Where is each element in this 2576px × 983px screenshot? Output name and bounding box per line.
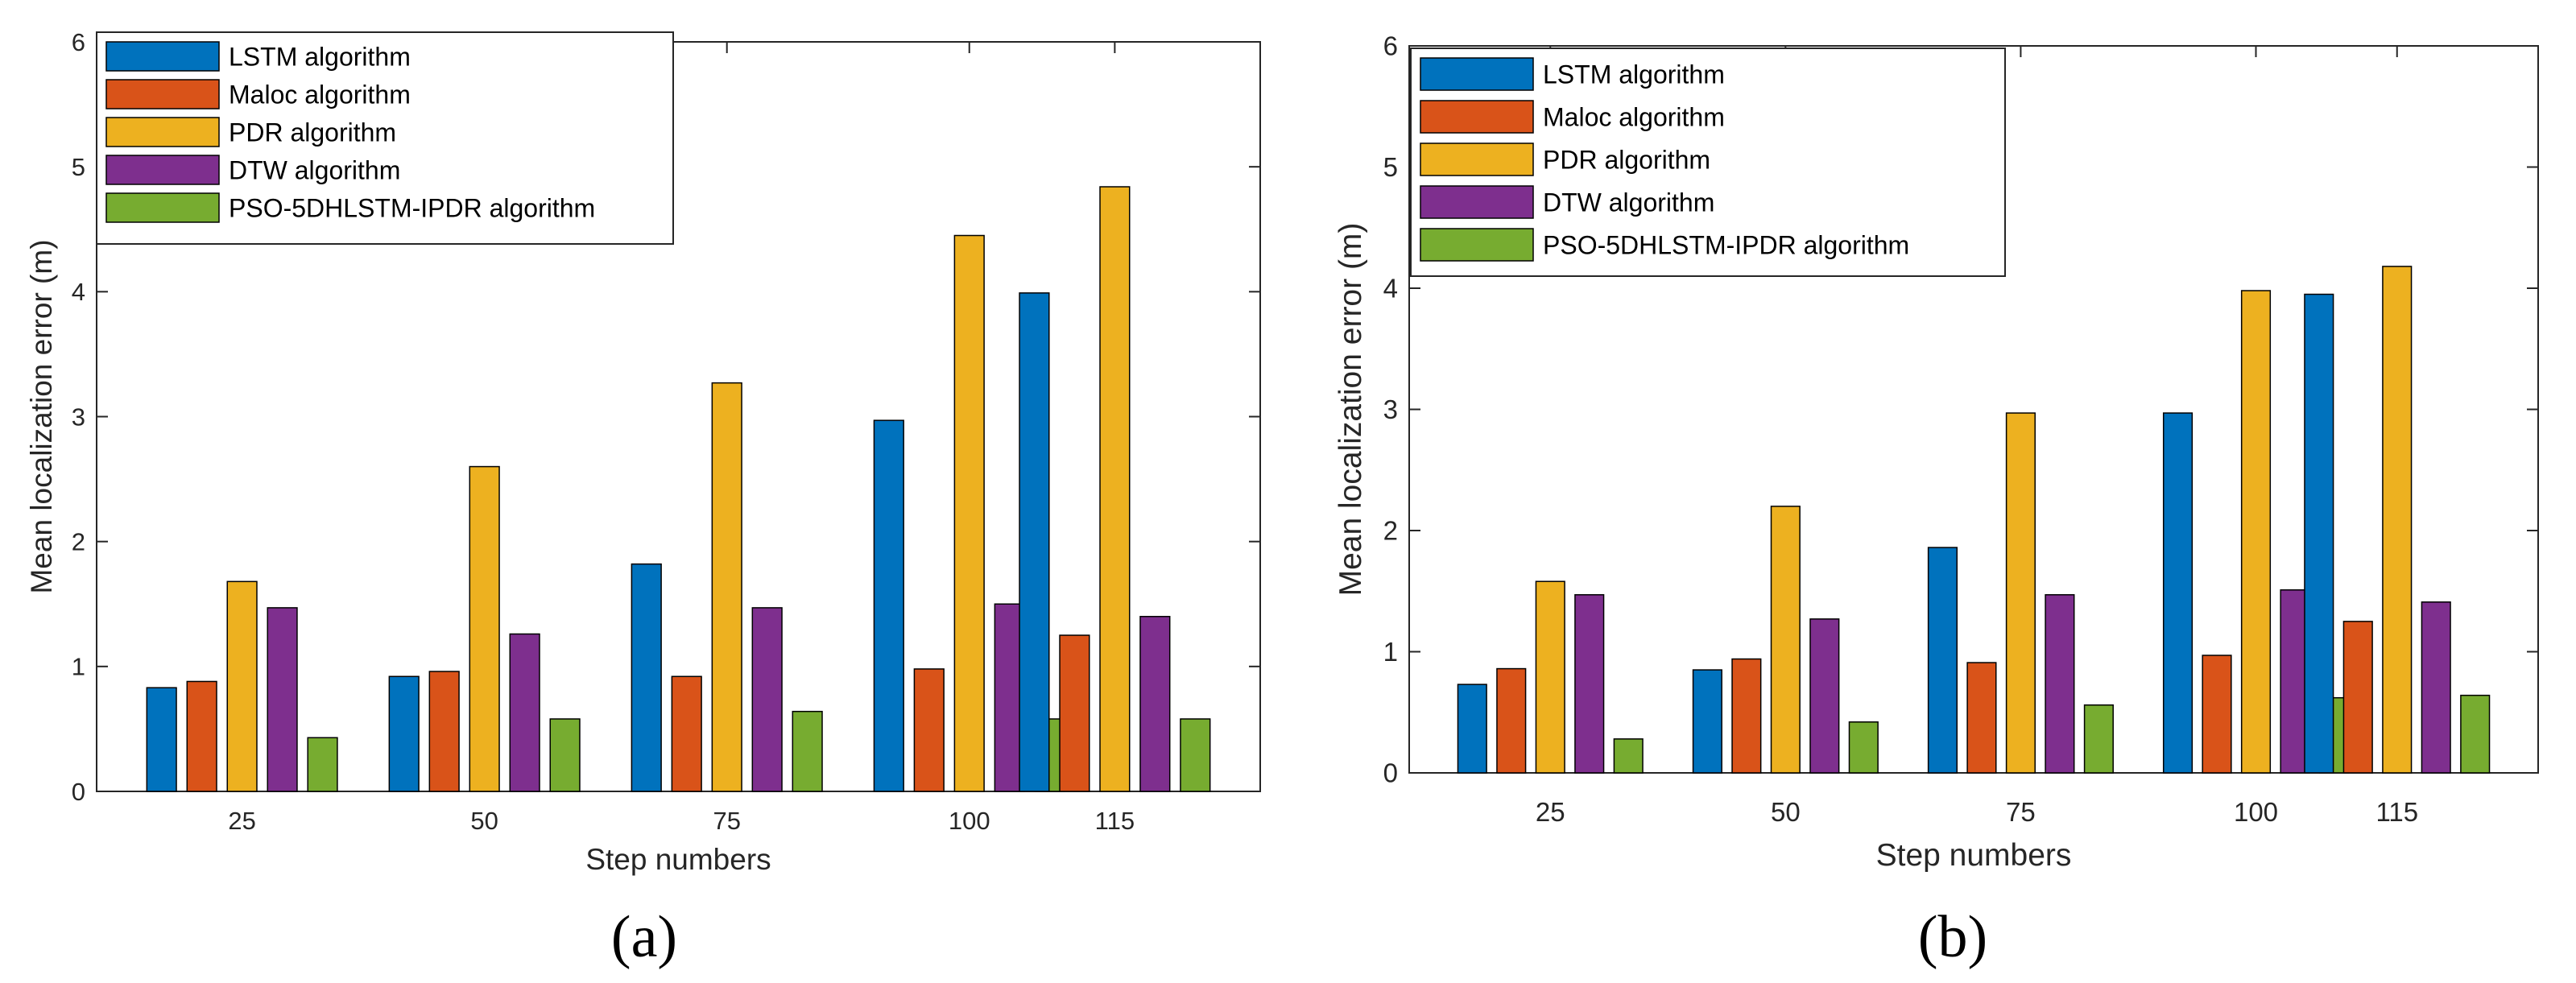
legend-swatch xyxy=(1420,228,1534,262)
y-axis-title: Mean localization error (m) xyxy=(1333,223,1368,597)
bar-lstm-50 xyxy=(1692,669,1722,774)
bar-pso-5dhlstm-ipdr-115 xyxy=(2460,694,2491,774)
bar-pdr-115 xyxy=(2382,266,2413,774)
bar-pso-5dhlstm-ipdr-50 xyxy=(549,718,581,792)
bar-maloc-115 xyxy=(2342,621,2373,774)
y-tick-label: 4 xyxy=(72,278,85,306)
x-tick-label: 50 xyxy=(470,807,498,835)
y-tick-label: 2 xyxy=(72,528,85,556)
chart-panel-a: 0 1 2 3 4 5 6 25 50 75 100 115 Step numbers Mean loca… xyxy=(25,28,1261,970)
y-tick-label: 1 xyxy=(72,653,85,681)
bar-lstm-75 xyxy=(631,563,662,792)
bar-maloc-50 xyxy=(1731,658,1762,774)
bar-dtw-25 xyxy=(267,607,298,792)
legend-swatch xyxy=(1420,57,1534,91)
legend-label: LSTM algorithm xyxy=(229,43,411,72)
y-tick-label: 0 xyxy=(1383,758,1398,788)
bar-lstm-115 xyxy=(2304,293,2334,774)
y-tick-label: 1 xyxy=(1383,637,1398,667)
y-tick-label: 6 xyxy=(72,28,85,56)
bar-pdr-50 xyxy=(1770,506,1801,774)
bar-lstm-25 xyxy=(1457,684,1487,774)
legend-label: Maloc algorithm xyxy=(229,81,411,109)
legend-swatch xyxy=(1420,100,1534,134)
x-tick-label: 75 xyxy=(713,807,740,835)
bar-maloc-50 xyxy=(428,671,460,792)
panel-label: (a) xyxy=(611,904,677,970)
bar-dtw-50 xyxy=(1809,618,1840,774)
bar-pdr-50 xyxy=(469,465,500,792)
bar-dtw-75 xyxy=(751,607,783,792)
legend-label: PSO-5DHLSTM-IPDR algorithm xyxy=(229,194,595,223)
y-tick-label: 2 xyxy=(1383,516,1398,546)
bar-pdr-75 xyxy=(2005,412,2036,774)
bar-pso-5dhlstm-ipdr-75 xyxy=(2083,704,2114,774)
bar-pso-5dhlstm-ipdr-25 xyxy=(1613,738,1644,774)
y-tick-label: 6 xyxy=(1383,31,1398,61)
y-tick-label: 4 xyxy=(1383,274,1398,304)
bar-lstm-100 xyxy=(873,419,904,792)
x-tick-label: 25 xyxy=(1536,797,1565,827)
legend-swatch xyxy=(105,41,220,72)
y-tick-label: 5 xyxy=(72,153,85,181)
bar-maloc-75 xyxy=(671,675,702,792)
bar-pdr-75 xyxy=(711,382,742,792)
bar-maloc-25 xyxy=(186,680,217,792)
y-axis-title: Mean localization error (m) xyxy=(25,239,58,593)
y-tick-label: 3 xyxy=(1383,394,1398,424)
bar-pdr-115 xyxy=(1099,186,1131,792)
bar-maloc-100 xyxy=(2202,655,2232,774)
bar-lstm-25 xyxy=(146,687,177,792)
legend-label: DTW algorithm xyxy=(1543,188,1714,217)
legend-label: LSTM algorithm xyxy=(1543,60,1725,89)
legend-swatch xyxy=(105,79,220,109)
legend-swatch xyxy=(105,192,220,223)
bar-dtw-25 xyxy=(1574,594,1605,774)
legend-label: PSO-5DHLSTM-IPDR algorithm xyxy=(1543,231,1909,260)
legend-swatch xyxy=(105,117,220,147)
chart-panel-b: 0 1 2 3 4 5 6 25 50 75 100 115 Step numbers Mean loca… xyxy=(1333,31,2539,970)
y-tick-label: 5 xyxy=(1383,152,1398,182)
legend-label: Maloc algorithm xyxy=(1543,103,1725,132)
x-tick-label: 75 xyxy=(2006,797,2036,827)
x-axis-title: Step numbers xyxy=(585,843,771,876)
bar-dtw-115 xyxy=(2421,601,2451,774)
bar-maloc-25 xyxy=(1496,667,1527,774)
bar-pdr-25 xyxy=(226,580,258,792)
bar-pdr-100 xyxy=(2240,290,2272,774)
legend-label: PDR algorithm xyxy=(229,118,396,147)
bar-maloc-75 xyxy=(1966,662,1997,774)
x-tick-label: 100 xyxy=(949,807,990,835)
bar-maloc-100 xyxy=(913,668,945,792)
legend-swatch xyxy=(1420,142,1534,176)
panel-label: (b) xyxy=(1918,904,1987,970)
legend-label: PDR algorithm xyxy=(1543,146,1710,175)
x-axis-title: Step numbers xyxy=(1876,838,2072,873)
x-tick-label: 50 xyxy=(1771,797,1801,827)
bar-pso-5dhlstm-ipdr-50 xyxy=(1848,721,1879,774)
bar-pdr-25 xyxy=(1535,580,1565,774)
bar-pso-5dhlstm-ipdr-115 xyxy=(1180,718,1211,792)
y-tick-label: 0 xyxy=(72,778,85,806)
x-tick-label: 25 xyxy=(228,807,255,835)
x-tick-label: 115 xyxy=(2375,797,2418,827)
legend-swatch xyxy=(1420,185,1534,219)
legend-swatch xyxy=(105,155,220,185)
bar-dtw-75 xyxy=(2045,594,2075,774)
bar-lstm-100 xyxy=(2162,412,2194,774)
bar-lstm-50 xyxy=(388,675,420,792)
legend-label: DTW algorithm xyxy=(229,156,400,185)
bar-pdr-100 xyxy=(953,234,985,792)
x-tick-label: 115 xyxy=(1095,807,1135,835)
bar-maloc-115 xyxy=(1059,634,1090,792)
y-tick-label: 3 xyxy=(72,403,85,431)
bar-lstm-115 xyxy=(1019,292,1050,792)
bar-pso-5dhlstm-ipdr-25 xyxy=(307,737,338,792)
bar-dtw-115 xyxy=(1139,616,1171,792)
bar-lstm-75 xyxy=(1927,547,1958,774)
bar-pso-5dhlstm-ipdr-75 xyxy=(792,710,823,792)
x-tick-label: 100 xyxy=(2234,797,2278,827)
bar-dtw-50 xyxy=(509,633,540,792)
